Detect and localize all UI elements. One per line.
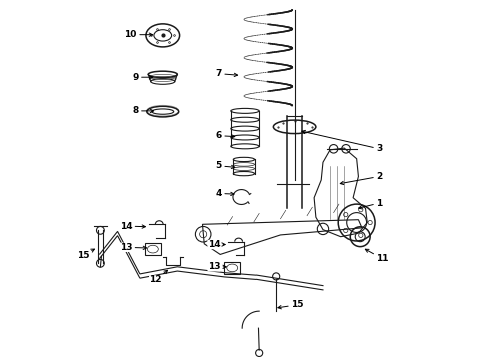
Text: 9: 9 — [132, 73, 152, 82]
Text: 15: 15 — [278, 300, 304, 309]
Text: 11: 11 — [366, 249, 389, 263]
Text: 4: 4 — [216, 189, 234, 198]
Text: 13: 13 — [120, 243, 147, 252]
Bar — [145, 243, 161, 256]
Text: 15: 15 — [76, 249, 95, 260]
Text: 13: 13 — [208, 262, 226, 271]
Text: 3: 3 — [302, 130, 382, 153]
Bar — [224, 261, 240, 274]
Text: 5: 5 — [216, 161, 235, 170]
Text: 10: 10 — [124, 30, 152, 39]
Text: 12: 12 — [149, 270, 168, 284]
Text: 6: 6 — [216, 131, 235, 140]
Text: 14: 14 — [120, 221, 146, 230]
Text: 8: 8 — [132, 107, 153, 116]
Text: 14: 14 — [208, 240, 225, 249]
Text: 1: 1 — [359, 198, 382, 209]
Text: 2: 2 — [340, 172, 382, 185]
Text: 7: 7 — [216, 69, 238, 78]
